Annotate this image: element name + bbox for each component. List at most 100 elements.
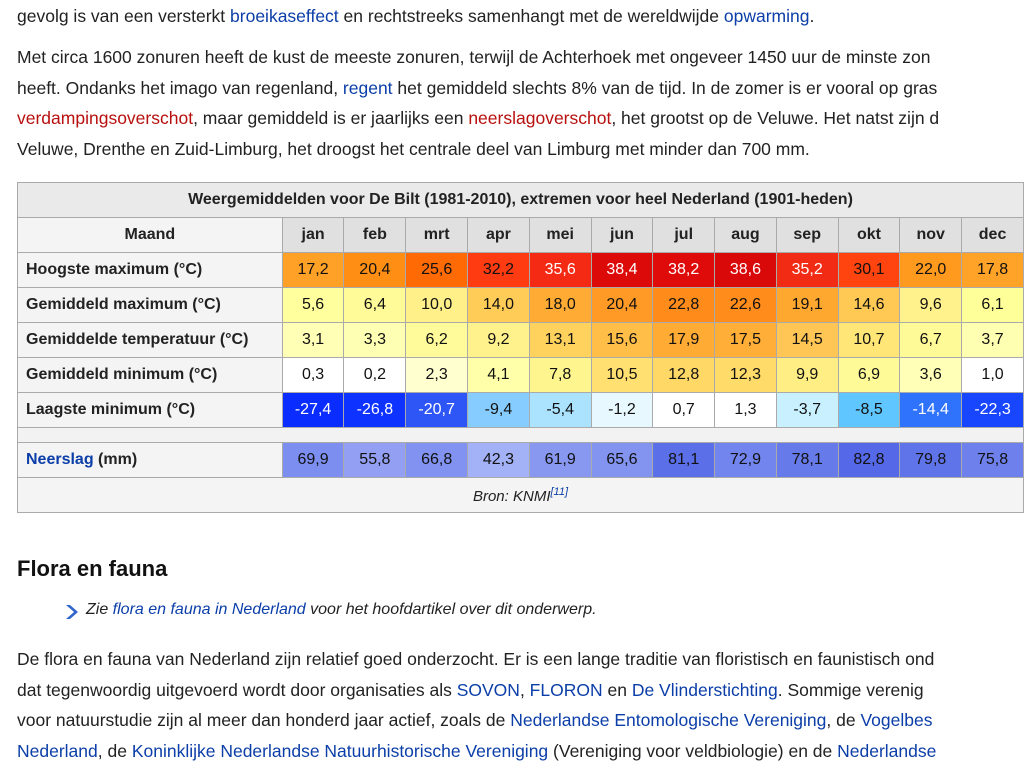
value-cell: 22,8	[652, 287, 716, 323]
value-cell: 78,1	[775, 442, 839, 478]
value-cell: 3,7	[961, 322, 1024, 358]
text: De flora en fauna van Nederland zijn rel…	[17, 649, 935, 669]
text-line: voor natuurstudie zijn al meer dan honde…	[17, 709, 932, 731]
link[interactable]: Nederlandse	[837, 740, 937, 761]
value-cell: -1,2	[590, 392, 654, 428]
value-cell: 14,0	[467, 287, 530, 323]
link[interactable]: Vogelbes	[860, 710, 933, 730]
row-label: Neerslag (mm)	[17, 442, 283, 478]
link[interactable]: FLORON	[529, 679, 603, 700]
value-cell: -3,7	[775, 392, 839, 428]
value-cell: 20,4	[590, 287, 654, 323]
link[interactable]: Koninklijke Nederlandse Natuurhistorisch…	[131, 740, 549, 761]
row-label: Gemiddelde temperatuur (°C)	[17, 322, 283, 358]
data-row: Gemiddeld maximum (°C) 5,6 6,4 10,0 14,0 18,0…	[17, 287, 1024, 323]
value-cell: 25,6	[405, 252, 469, 288]
value-cell: 12,8	[652, 357, 716, 393]
link[interactable]: verdampingsoverschot	[17, 108, 194, 128]
value-cell: 17,2	[281, 252, 345, 288]
value-cell: 35,2	[775, 252, 839, 288]
data-row: Neerslag (mm) 69,9 55,8 66,8 42,3 61,9 65,6 81,…	[17, 442, 1024, 478]
value-cell: 38,2	[652, 252, 716, 288]
value-cell: 17,8	[961, 252, 1024, 288]
text: Met circa 1600 zonuren heeft de kust de …	[17, 47, 931, 67]
data-row: Gemiddeld minimum (°C) 0,3 0,2 2,3 4,1 7,8 10,…	[17, 357, 1024, 393]
value-cell: 32,2	[467, 252, 530, 288]
value-cell: -9,4	[467, 392, 530, 428]
text-line: Met circa 1600 zonuren heeft de kust de …	[17, 46, 930, 68]
text: .	[809, 6, 815, 26]
text: voor natuurstudie zijn al meer dan honde…	[17, 710, 511, 730]
source-row: Bron: KNMI[11]	[17, 477, 1024, 513]
text: , de	[97, 740, 132, 761]
value-cell: 35,6	[528, 252, 592, 288]
row-label: Gemiddeld maximum (°C)	[17, 287, 283, 323]
value-cell: -14,4	[899, 392, 963, 428]
value-cell: 9,9	[775, 357, 839, 393]
link[interactable]: De Vlinderstichting	[631, 679, 778, 700]
text: (Vereniging voor veldbiologie) en de	[548, 740, 838, 761]
value-cell: 6,7	[899, 322, 963, 358]
value-cell: 18,0	[528, 287, 592, 323]
month-header: okt	[837, 217, 901, 253]
link[interactable]: broeikaseffect	[230, 6, 339, 26]
link[interactable]: Nederland	[17, 740, 98, 761]
source: Bron: KNMI[11]	[17, 477, 1024, 513]
text: Zie	[86, 601, 113, 618]
value-cell: 20,4	[343, 252, 407, 288]
row-label: Laagste minimum (°C)	[17, 392, 283, 428]
text-line: Nederland, de Koninklijke Nederlandse Na…	[17, 740, 936, 762]
link[interactable]: Neerslag	[26, 451, 94, 468]
value-cell: 55,8	[343, 442, 407, 478]
value-cell: 61,9	[528, 442, 592, 478]
text: dat tegenwoordig uitgevoerd wordt door o…	[17, 679, 457, 700]
value-cell: 17,5	[714, 322, 777, 358]
value-cell: 0,3	[281, 357, 345, 393]
text: , de	[826, 710, 861, 730]
value-cell: 6,2	[405, 322, 469, 358]
value-cell: 1,0	[961, 357, 1024, 393]
text: , het grootst op de Veluwe. Het natst zi…	[611, 108, 940, 128]
value-cell: 38,4	[590, 252, 654, 288]
data-row: Laagste minimum (°C) -27,4 -26,8 -20,7 -9,4-…	[17, 392, 1024, 428]
text-line: gevolg is van een versterkt broeikaseffe…	[17, 5, 814, 27]
link[interactable]: opwarming	[723, 6, 810, 26]
month-header: jul	[652, 217, 716, 253]
hatnote-icon	[66, 605, 78, 619]
value-cell: 66,8	[405, 442, 469, 478]
month-header: mei	[528, 217, 592, 253]
link[interactable]: SOVON	[456, 679, 520, 700]
value-cell: 38,6	[714, 252, 777, 288]
value-cell: 3,3	[343, 322, 407, 358]
month-header: nov	[899, 217, 963, 253]
reference[interactable]: [11]	[550, 485, 569, 498]
value-cell: 14,6	[837, 287, 901, 323]
link[interactable]: neerslagoverschot	[468, 108, 612, 128]
section-heading: Flora en fauna	[17, 556, 168, 581]
text: heeft. Ondanks het imago van regenland,	[17, 77, 343, 98]
value-cell: 6,9	[837, 357, 901, 393]
spacer-row	[17, 427, 1024, 443]
value-cell: 2,3	[405, 357, 469, 393]
text: voor het hoofdartikel over dit onderwerp…	[305, 601, 597, 618]
value-cell: 3,6	[899, 357, 963, 393]
value-cell: 42,3	[467, 442, 530, 478]
value-cell: 30,1	[837, 252, 901, 288]
climate-table: Weergemiddelden voor De Bilt (1981-2010)…	[17, 182, 1024, 513]
link[interactable]: Nederlandse Entomologische Vereniging	[510, 710, 827, 730]
text: , maar gemiddeld is er jaarlijks een	[193, 108, 469, 128]
data-row: Gemiddelde temperatuur (°C) 3,1 3,3 6,2 9,2 1…	[17, 322, 1024, 358]
caption-row: Weergemiddelden voor De Bilt (1981-2010)…	[17, 182, 1024, 218]
text-line: heeft. Ondanks het imago van regenland, …	[17, 77, 937, 99]
value-cell: 81,1	[652, 442, 716, 478]
value-cell: 65,6	[590, 442, 654, 478]
value-cell: 69,9	[281, 442, 345, 478]
month-header: apr	[467, 217, 530, 253]
text-line: dat tegenwoordig uitgevoerd wordt door o…	[17, 679, 924, 701]
link[interactable]: flora en fauna in Nederland	[112, 601, 306, 618]
text: . Sommige verenig	[777, 679, 924, 700]
hatnote: Zie flora en fauna in Nederland voor het…	[86, 601, 597, 619]
link[interactable]: regent	[342, 77, 393, 98]
text: Veluwe, Drenthe en Zuid-Limburg, het dro…	[17, 138, 810, 159]
